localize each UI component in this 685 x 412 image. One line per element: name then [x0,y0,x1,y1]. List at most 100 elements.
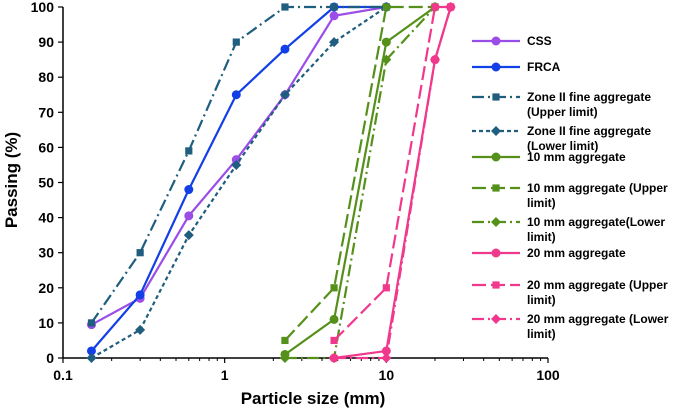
data-point [329,314,339,324]
data-point [136,249,144,257]
data-point [231,159,242,170]
y-tick-label: 80 [38,69,54,85]
data-point [381,37,391,47]
legend-label: 20 mm aggregate (Upper [527,278,668,292]
series-4 [86,2,392,363]
legend-label: (Lower limit) [527,139,598,153]
legend-label: FRCA [527,60,561,74]
data-point [279,353,290,363]
series-layer [86,2,456,363]
data-point [330,3,338,11]
axes: 0 10 20 30 40 50 60 70 80 90 100 0.1 1 10 100 [31,0,560,383]
legend-label: 10 mm aggregate(Lower [527,215,665,229]
data-point [183,230,194,241]
y-tick-label: 90 [38,34,54,50]
legend-label: limit) [527,196,556,210]
legend-swatch-marker [492,184,500,192]
y-axis-title: Passing (%) [2,132,21,228]
legend-swatch-marker [492,281,500,289]
legend-swatch-marker [491,36,501,46]
data-point [280,44,290,54]
data-point [381,54,392,65]
data-point [232,38,240,46]
legend-label: (Upper limit) [527,105,598,119]
legend-swatch-marker [491,314,501,324]
data-point [279,89,290,100]
legend-swatch-marker [491,217,501,227]
legend-label: 20 mm aggregate [527,246,626,260]
data-point [330,336,338,345]
data-point [330,284,338,292]
series-line [334,6,452,360]
series-line [284,5,435,342]
legend-item-1: CSS [472,34,552,48]
series-line [284,6,436,356]
data-point [135,290,145,300]
legend-swatch-marker [491,152,501,162]
data-point [135,324,146,335]
legend-label: 10 mm aggregate (Upper [527,181,668,195]
legend-label: CSS [527,34,552,48]
data-point [281,336,289,345]
legend-swatch-marker [491,126,501,136]
data-point [329,37,340,48]
data-point [329,353,340,363]
data-point [382,3,390,11]
data-point [431,3,439,11]
x-axis-title: Particle size (mm) [241,389,386,408]
y-tick-label: 70 [38,104,54,120]
legend-item-5: 10 mm aggregate [472,150,626,164]
legend-swatch-marker [491,62,501,72]
legend-label: Zone II fine aggregate [527,124,651,138]
data-point [329,11,339,21]
data-point [381,353,392,363]
data-point [185,147,193,155]
legend-item-4: Zone II fine aggregate(Lower limit) [472,124,651,153]
x-tick-label: 1 [221,367,229,383]
x-tick-label: 0.1 [53,367,73,383]
legend-label: Zone II fine aggregate [527,90,651,104]
x-tick-label: 100 [536,367,560,383]
legend-label: limit) [527,230,556,244]
y-tick-label: 100 [31,0,55,15]
y-tick-label: 50 [38,175,54,191]
series-line [90,5,387,352]
data-point [86,353,97,363]
legend-label: 10 mm aggregate [527,150,626,164]
legend-item-8: 20 mm aggregate [472,246,626,260]
y-tick-label: 0 [46,350,54,366]
y-tick-label: 10 [38,315,54,331]
y-tick-label: 20 [38,280,54,296]
series-5 [280,2,440,359]
data-point [429,54,440,65]
legend-swatch-marker [491,248,501,258]
legend-label: limit) [527,293,556,307]
series-line [90,6,387,359]
data-point [382,284,390,292]
legend-label: 20 mm aggregate (Lower [527,312,669,326]
legend-item-3: Zone II fine aggregate(Upper limit) [472,90,651,119]
legend-item-2: FRCA [472,60,561,74]
series-line [333,5,451,342]
data-point [281,3,289,11]
legend-label: limit) [527,327,556,341]
series-10 [329,2,456,363]
data-point [87,319,96,327]
y-tick-label: 60 [38,139,54,155]
legend-swatch-marker [492,93,500,101]
data-point [184,211,194,221]
data-point [231,90,241,100]
x-tick-label: 10 [379,367,395,383]
y-tick-label: 30 [38,245,54,261]
data-point [445,2,456,12]
data-point [184,185,194,195]
y-tick-label: 40 [38,210,54,226]
series-line [285,6,436,360]
